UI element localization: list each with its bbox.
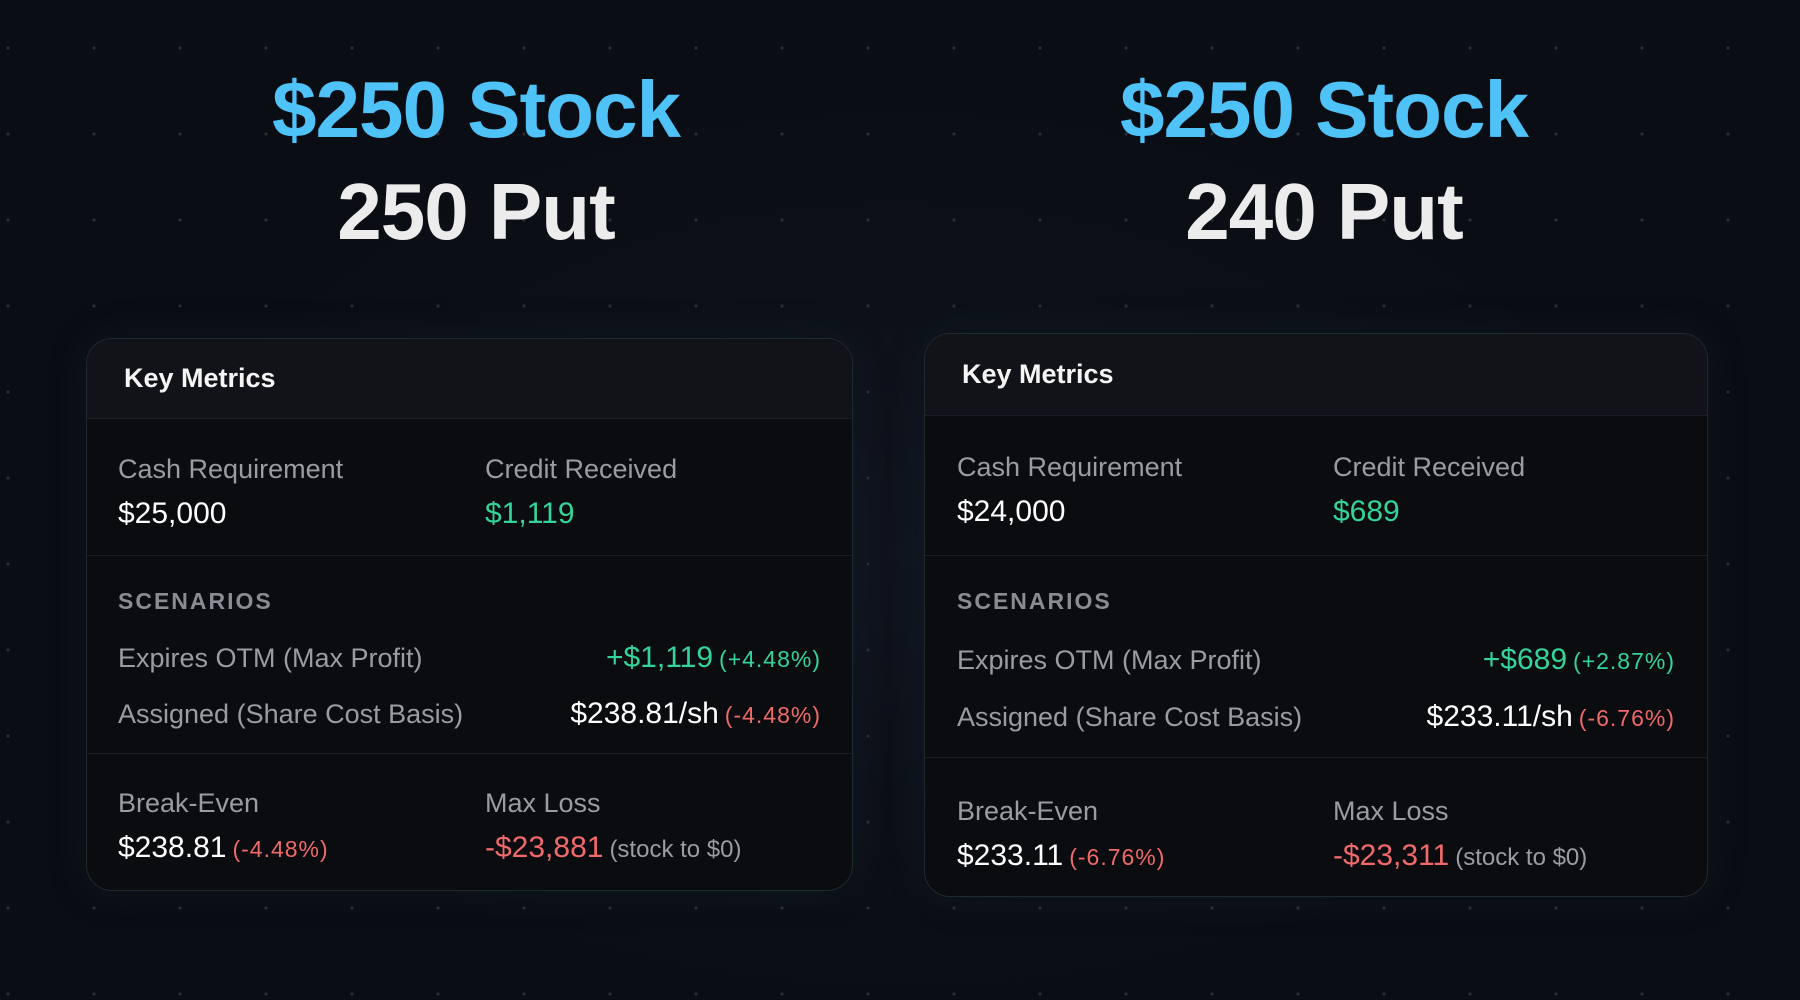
max-profit-value: +$1,119 (605, 641, 714, 674)
stock-price-title: $250 Stock (1119, 65, 1529, 154)
scenario-row-assigned: Assigned (Share Cost Basis) $233.11/sh (-… (957, 700, 1675, 734)
max-profit-value: +$689 (1482, 643, 1568, 676)
cost-basis-value: $233.11/sh (1426, 700, 1573, 733)
break-even-metric: Break-Even $233.11 (-6.76%) (957, 798, 1165, 871)
key-metrics-card-right: Key Metrics Cash Requirement $24,000 Cre… (924, 333, 1708, 897)
scenario-value: $233.11/sh (-6.76%) (1427, 700, 1675, 734)
break-even-label: Break-Even (957, 796, 1099, 826)
max-loss-note: (stock to $0) (609, 836, 742, 863)
cash-requirement-value: $24,000 (957, 495, 1066, 528)
card-title: Key Metrics (962, 359, 1114, 389)
credit-received-metric: Credit Received $1,119 (485, 456, 677, 529)
scenario-value: +$689 (+2.87%) (1483, 643, 1675, 677)
primary-metrics-section: Cash Requirement $25,000 Credit Received… (87, 419, 852, 556)
max-loss-metric: Max Loss -$23,311 (stock to $0) (1333, 798, 1587, 871)
max-loss-metric: Max Loss -$23,881 (stock to $0) (485, 790, 741, 863)
scenario-row-expires-otm: Expires OTM (Max Profit) +$1,119 (+4.48%) (118, 641, 821, 675)
cost-basis-value: $238.81/sh (570, 697, 719, 730)
cash-requirement-metric: Cash Requirement $24,000 (957, 454, 1182, 527)
card-header: Key Metrics (925, 334, 1707, 416)
cash-requirement-value: $25,000 (118, 497, 227, 530)
cost-basis-pct: (-4.48%) (724, 702, 821, 728)
break-even-value-wrap: $233.11 (-6.76%) (957, 841, 1165, 871)
scenario-row-assigned: Assigned (Share Cost Basis) $238.81/sh (-… (118, 697, 821, 731)
max-loss-note: (stock to $0) (1455, 844, 1588, 871)
max-loss-label: Max Loss (485, 788, 601, 818)
scenarios-heading: SCENARIOS (957, 588, 1112, 614)
risk-metrics-section: Break-Even $238.81 (-4.48%) Max Loss -$23… (87, 754, 852, 890)
risk-metrics-section: Break-Even $233.11 (-6.76%) Max Loss -$23… (925, 758, 1707, 896)
break-even-pct: (-4.48%) (232, 836, 329, 862)
break-even-value-wrap: $238.81 (-4.48%) (118, 833, 329, 863)
cost-basis-pct: (-6.76%) (1578, 705, 1675, 731)
credit-received-label: Credit Received (485, 454, 678, 484)
break-even-pct: (-6.76%) (1069, 844, 1166, 870)
max-loss-value: -$23,311 (1333, 839, 1450, 872)
credit-received-metric: Credit Received $689 (1333, 454, 1525, 527)
scenarios-section: SCENARIOS Expires OTM (Max Profit) +$1,1… (87, 556, 852, 754)
put-strike-title: 250 Put (337, 167, 616, 256)
scenario-label: Assigned (Share Cost Basis) (957, 702, 1303, 732)
credit-received-value: $689 (1333, 495, 1400, 528)
cash-requirement-label: Cash Requirement (118, 454, 344, 484)
break-even-metric: Break-Even $238.81 (-4.48%) (118, 790, 329, 863)
cash-requirement-label: Cash Requirement (957, 452, 1183, 482)
cash-requirement-metric: Cash Requirement $25,000 (118, 456, 343, 529)
scenario-label: Expires OTM (Max Profit) (118, 643, 423, 673)
credit-received-value: $1,119 (485, 497, 575, 530)
key-metrics-card-left: Key Metrics Cash Requirement $25,000 Cre… (86, 338, 853, 891)
break-even-label: Break-Even (118, 788, 260, 818)
card-header: Key Metrics (87, 339, 852, 419)
credit-received-label: Credit Received (1333, 452, 1526, 482)
max-profit-pct: (+2.87%) (1573, 648, 1675, 674)
put-strike-title: 240 Put (1185, 167, 1464, 256)
max-profit-pct: (+4.48%) (719, 646, 821, 672)
scenario-label: Expires OTM (Max Profit) (957, 645, 1262, 675)
scenario-value: +$1,119 (+4.48%) (606, 641, 821, 675)
max-loss-value-wrap: -$23,311 (stock to $0) (1333, 841, 1587, 871)
scenario-label: Assigned (Share Cost Basis) (118, 699, 464, 729)
scenario-row-expires-otm: Expires OTM (Max Profit) +$689 (+2.87%) (957, 643, 1675, 677)
break-even-value: $233.11 (957, 839, 1064, 872)
primary-metrics-section: Cash Requirement $24,000 Credit Received… (925, 416, 1707, 556)
scenarios-heading: SCENARIOS (118, 588, 273, 614)
stock-price-title: $250 Stock (271, 65, 681, 154)
break-even-value: $238.81 (118, 831, 227, 864)
max-loss-value-wrap: -$23,881 (stock to $0) (485, 833, 741, 863)
scenario-value: $238.81/sh (-4.48%) (570, 697, 821, 731)
scenarios-section: SCENARIOS Expires OTM (Max Profit) +$689… (925, 556, 1707, 758)
max-loss-value: -$23,881 (485, 831, 604, 864)
max-loss-label: Max Loss (1333, 796, 1449, 826)
card-title: Key Metrics (124, 363, 276, 393)
